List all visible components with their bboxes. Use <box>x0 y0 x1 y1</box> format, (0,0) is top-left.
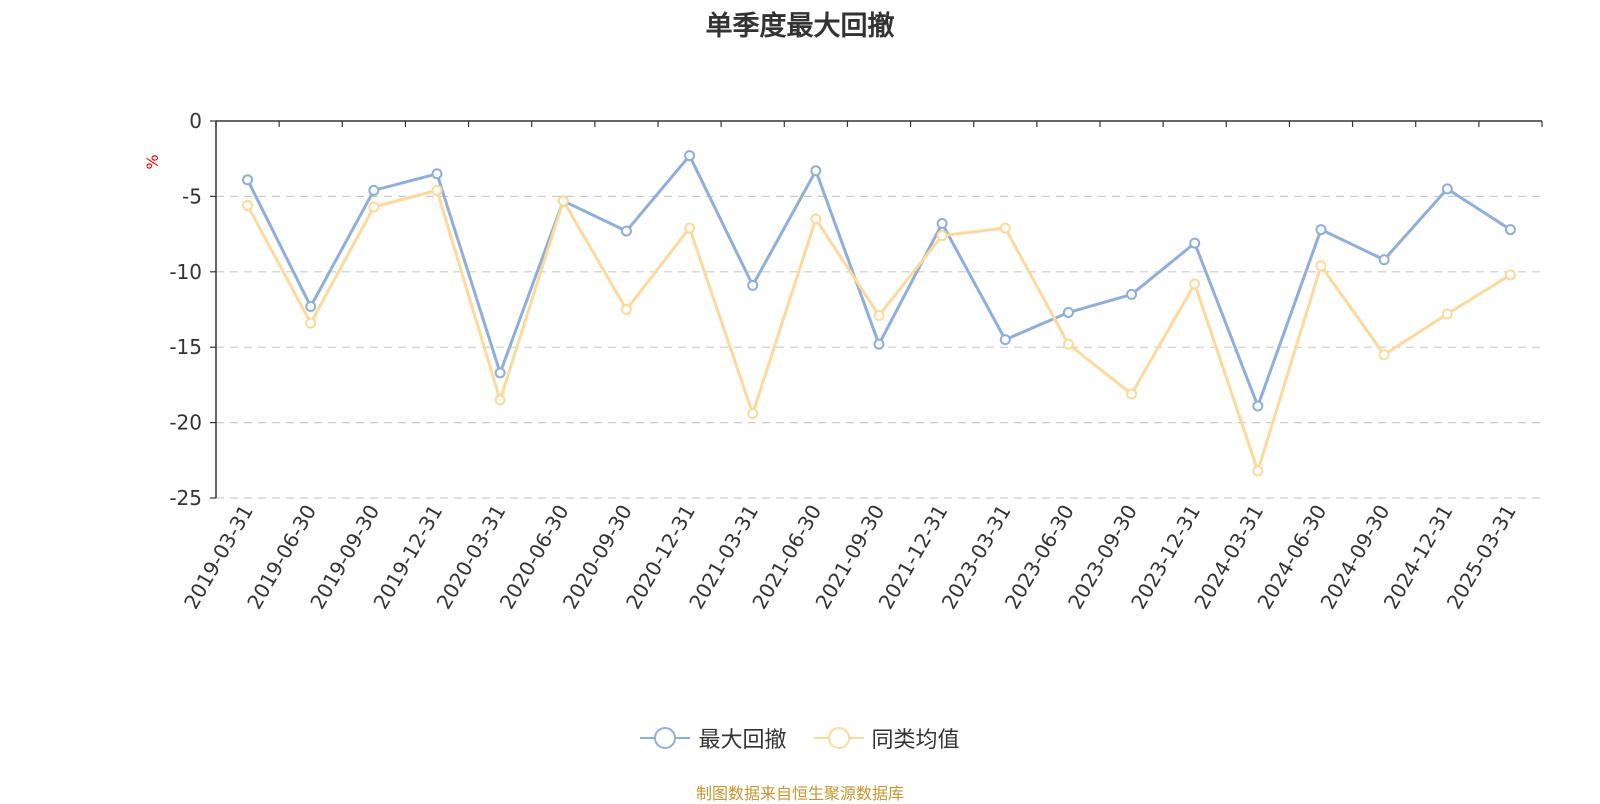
data-point-series-1[interactable] <box>368 184 380 196</box>
data-point-series-2[interactable] <box>684 222 696 234</box>
legend-label-series-1: 最大回撤 <box>698 728 787 753</box>
data-point-series-1[interactable] <box>1126 288 1138 300</box>
data-point-series-1[interactable] <box>747 279 759 291</box>
data-point-series-1[interactable] <box>1252 400 1264 412</box>
data-point-series-2[interactable] <box>999 222 1011 234</box>
data-point-series-2[interactable] <box>810 213 822 225</box>
data-point-series-1[interactable] <box>620 225 632 237</box>
data-point-series-2[interactable] <box>620 304 632 315</box>
legend-label-series-2: 同类均值 <box>871 728 960 753</box>
data-point-series-2[interactable] <box>1378 349 1390 361</box>
y-tick-label: -5 <box>182 184 202 208</box>
data-point-series-2[interactable] <box>494 394 506 406</box>
chart-title: 单季度最大回撤 <box>705 11 895 42</box>
data-point-series-1[interactable] <box>431 168 443 180</box>
y-axis-unit-label: % <box>143 154 162 169</box>
axes: 0-5-10-15-20-252019-03-312019-06-302019-… <box>169 109 1543 613</box>
data-point-series-2[interactable] <box>1441 308 1453 320</box>
data-point-series-1[interactable] <box>242 174 254 186</box>
data-point-series-2[interactable] <box>1315 260 1327 272</box>
data-point-series-1[interactable] <box>494 367 506 379</box>
data-point-series-1[interactable] <box>1315 224 1327 236</box>
legend-marker-series-2-icon <box>813 727 864 749</box>
data-point-series-2[interactable] <box>747 408 759 420</box>
series-lines <box>242 150 1516 477</box>
data-point-series-1[interactable] <box>810 165 822 177</box>
data-point-series-2[interactable] <box>242 199 254 211</box>
data-point-series-2[interactable] <box>1504 269 1516 281</box>
data-point-series-2[interactable] <box>368 201 380 213</box>
data-point-series-1[interactable] <box>1378 254 1390 266</box>
y-tick-label: 0 <box>189 109 202 133</box>
y-tick-label: -10 <box>169 260 202 284</box>
data-point-series-2[interactable] <box>873 310 885 322</box>
data-point-series-2[interactable] <box>936 230 948 242</box>
data-point-series-2[interactable] <box>1062 338 1074 350</box>
data-point-series-2[interactable] <box>1126 388 1138 400</box>
legend: 最大回撤 同类均值 <box>0 722 1600 754</box>
data-point-series-1[interactable] <box>1062 307 1074 319</box>
data-point-series-2[interactable] <box>1252 465 1264 477</box>
data-point-series-1[interactable] <box>936 218 948 230</box>
legend-marker-series-1-icon <box>640 727 691 749</box>
data-point-series-1[interactable] <box>1441 183 1453 195</box>
data-point-series-2[interactable] <box>431 184 443 196</box>
data-point-series-1[interactable] <box>1504 224 1516 236</box>
legend-item-series-1[interactable]: 最大回撤 <box>640 722 787 754</box>
y-tick-label: -15 <box>169 335 202 359</box>
data-point-series-2[interactable] <box>305 317 317 329</box>
data-point-series-1[interactable] <box>999 334 1011 346</box>
data-point-series-1[interactable] <box>684 150 696 162</box>
data-source-note: 制图数据来自恒生聚源数据库 <box>695 784 904 803</box>
data-point-series-1[interactable] <box>873 338 885 350</box>
data-point-series-2[interactable] <box>557 195 569 207</box>
data-point-series-2[interactable] <box>1189 278 1201 290</box>
legend-item-series-2[interactable]: 同类均值 <box>813 722 960 754</box>
y-tick-label: -25 <box>169 486 202 510</box>
data-point-series-1[interactable] <box>305 300 317 312</box>
data-point-series-1[interactable] <box>1189 237 1201 249</box>
y-tick-label: -20 <box>169 411 202 435</box>
